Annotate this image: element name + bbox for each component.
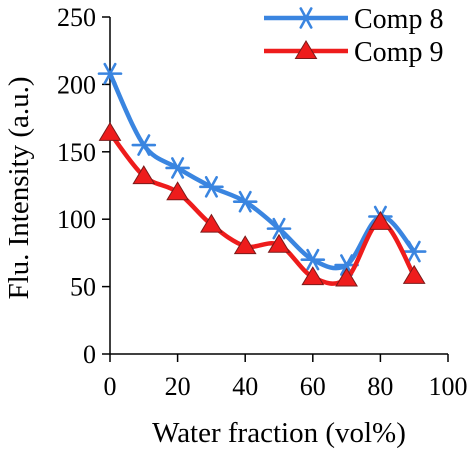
y-tick-label-1: 50 bbox=[70, 273, 96, 302]
y-axis-label: Flu. Intensity (a.u.) bbox=[3, 76, 35, 299]
series-line-1 bbox=[107, 130, 417, 286]
data-point-1-7 bbox=[335, 267, 358, 287]
legend-marker-0 bbox=[293, 7, 319, 29]
data-point-0-9 bbox=[401, 240, 427, 263]
data-point-0-2 bbox=[165, 157, 190, 179]
x-tick-label-1: 20 bbox=[165, 372, 191, 401]
y-tick-label-4: 200 bbox=[57, 70, 96, 99]
x-tick-label-5: 100 bbox=[429, 372, 468, 401]
x-tick-label-0: 0 bbox=[104, 372, 117, 401]
x-ticks: 0 20 40 60 80 100 bbox=[104, 354, 468, 401]
data-point-0-5 bbox=[266, 217, 292, 240]
legend-label-1: Comp 9 bbox=[354, 37, 443, 68]
data-point-1-5 bbox=[267, 233, 291, 253]
data-point-1-3 bbox=[200, 213, 223, 233]
series-group bbox=[97, 62, 427, 287]
data-point-1-8 bbox=[369, 210, 392, 230]
x-tick-label-3: 60 bbox=[300, 372, 326, 401]
legend-label-0: Comp 8 bbox=[354, 4, 443, 35]
data-point-0-3 bbox=[199, 176, 224, 198]
data-point-0-0 bbox=[97, 62, 123, 85]
y-tick-label-2: 100 bbox=[57, 205, 96, 234]
data-point-1-1 bbox=[132, 165, 156, 185]
x-axis-label: Water fraction (vol%) bbox=[152, 417, 406, 449]
y-tick-label-5: 250 bbox=[57, 3, 96, 32]
data-point-1-6 bbox=[301, 266, 325, 286]
y-tick-label-3: 150 bbox=[57, 138, 96, 167]
data-point-1-2 bbox=[166, 181, 189, 201]
data-point-0-4 bbox=[232, 190, 258, 213]
data-point-0-1 bbox=[131, 134, 157, 156]
series-line-0 bbox=[107, 71, 417, 271]
data-point-1-9 bbox=[402, 264, 426, 284]
series-1 bbox=[98, 121, 426, 287]
data-point-1-0 bbox=[98, 121, 122, 141]
y-ticks: 0 50 100 150 200 250 bbox=[57, 3, 110, 369]
data-point-1-4 bbox=[233, 235, 257, 255]
data-point-0-6 bbox=[300, 248, 326, 271]
x-tick-label-4: 80 bbox=[367, 372, 393, 401]
legend-marker-1 bbox=[294, 40, 318, 59]
y-tick-label-0: 0 bbox=[83, 340, 96, 369]
x-tick-label-2: 40 bbox=[232, 372, 258, 401]
